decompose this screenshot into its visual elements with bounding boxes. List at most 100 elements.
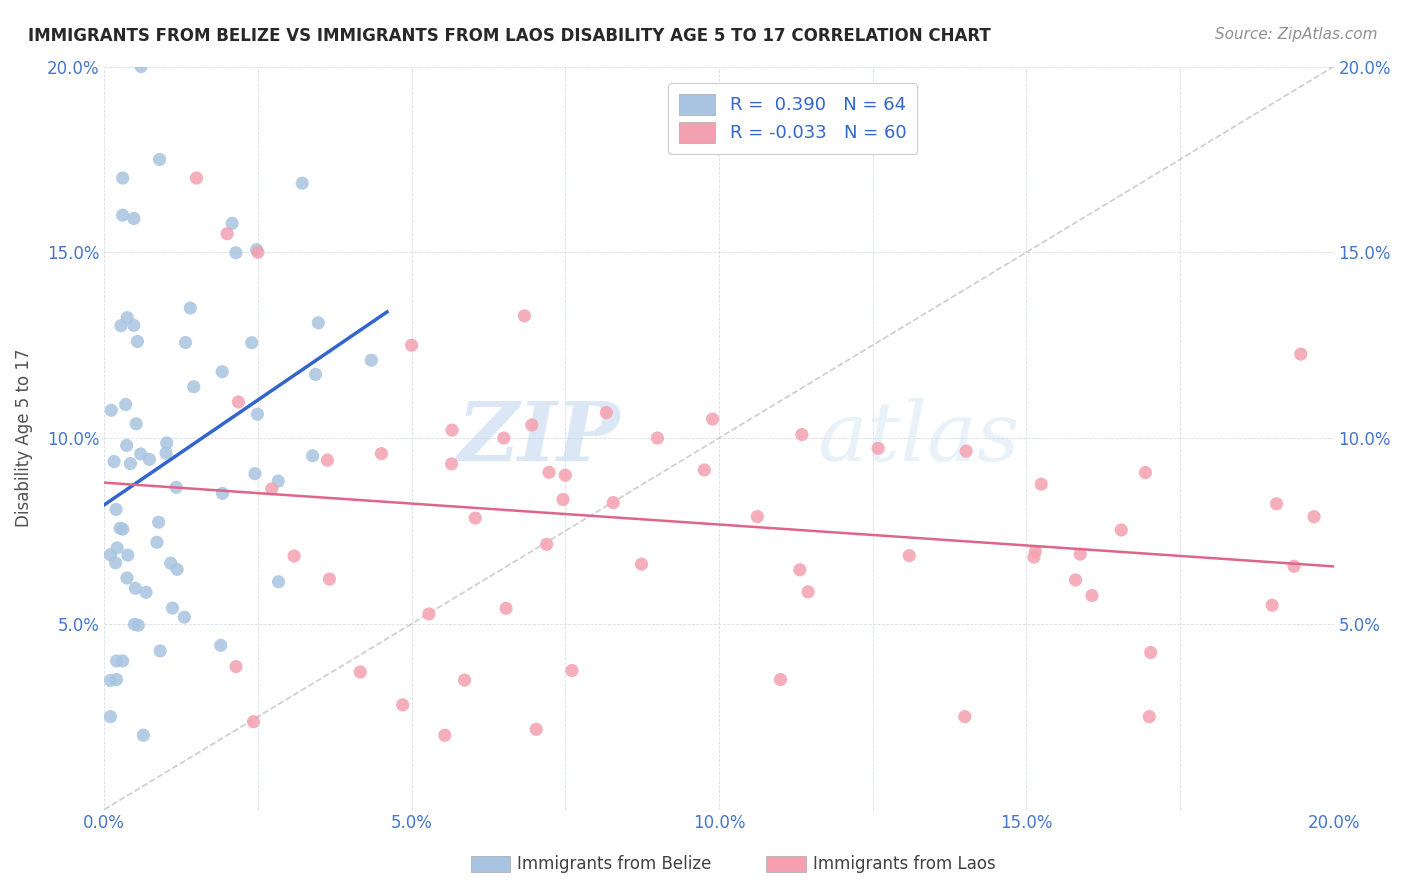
Point [1024,544,1046,558]
Point [103,454,125,468]
Point [561,664,583,678]
Point [183,380,205,394]
Point [955,444,977,458]
Point [537,466,560,480]
Legend: R =  0.390   N = 64, R = -0.033   N = 60: R = 0.390 N = 64, R = -0.033 N = 60 [668,83,917,153]
Point [1261,599,1284,613]
Point [520,417,543,432]
Point [440,423,463,437]
Point [105,673,128,687]
Point [125,417,148,431]
Point [693,463,716,477]
Point [595,406,617,420]
Point [1282,559,1305,574]
Point [1031,477,1053,491]
Point [551,492,574,507]
Point [221,216,243,230]
Point [111,171,134,186]
Point [110,318,132,333]
Point [647,431,669,445]
Point [524,723,547,737]
Point [117,548,139,562]
Y-axis label: Disability Age 5 to 17: Disability Age 5 to 17 [15,349,32,527]
Point [243,467,266,481]
Point [440,457,463,471]
Point [129,60,152,74]
Point [115,438,138,452]
Point [225,245,247,260]
Point [162,601,184,615]
Point [105,541,128,555]
Point [122,211,145,226]
Point [209,638,232,652]
Point [1265,497,1288,511]
Point [100,548,122,562]
Point [391,698,413,712]
Point [111,522,134,536]
Point [104,556,127,570]
Point [217,227,239,241]
Point [138,452,160,467]
Point [1137,709,1160,723]
Point [513,309,536,323]
Point [418,607,440,621]
Point [174,335,197,350]
Point [120,457,142,471]
Point [111,208,134,222]
Point [747,509,769,524]
Point [492,431,515,445]
Point [283,549,305,563]
Point [301,449,323,463]
Point [1081,589,1104,603]
Point [316,453,339,467]
Point [1289,347,1312,361]
Point [108,521,131,535]
Point [868,442,890,456]
Point [453,673,475,687]
Point [124,617,146,632]
Point [318,572,340,586]
Point [127,334,149,349]
Point [225,659,247,673]
Point [307,316,329,330]
Point [291,176,314,190]
Text: Immigrants from Laos: Immigrants from Laos [813,855,995,873]
Point [105,502,128,516]
Point [124,581,146,595]
Point [211,365,233,379]
Point [129,447,152,461]
Point [769,673,792,687]
Point [111,654,134,668]
Point [602,495,624,509]
Point [1109,523,1132,537]
Point [242,714,264,729]
Point [166,562,188,576]
Point [114,397,136,411]
Point [115,571,138,585]
Point [105,654,128,668]
Point [156,436,179,450]
Text: atlas: atlas [817,398,1019,478]
Text: ZIP: ZIP [458,398,620,478]
Point [148,153,170,167]
Point [100,709,122,723]
Point [554,468,576,483]
Point [115,310,138,325]
Point [122,318,145,333]
Text: IMMIGRANTS FROM BELIZE VS IMMIGRANTS FROM LAOS DISABILITY AGE 5 TO 17 CORRELATIO: IMMIGRANTS FROM BELIZE VS IMMIGRANTS FRO… [28,27,991,45]
Point [630,557,652,571]
Point [148,515,170,529]
Point [132,728,155,742]
Text: Immigrants from Belize: Immigrants from Belize [517,855,711,873]
Point [173,610,195,624]
Point [135,585,157,599]
Point [149,644,172,658]
Point [433,728,456,742]
Point [179,301,201,315]
Point [789,563,811,577]
Point [1135,466,1157,480]
Point [100,403,122,417]
Point [240,335,263,350]
Point [790,427,813,442]
Point [536,537,558,551]
